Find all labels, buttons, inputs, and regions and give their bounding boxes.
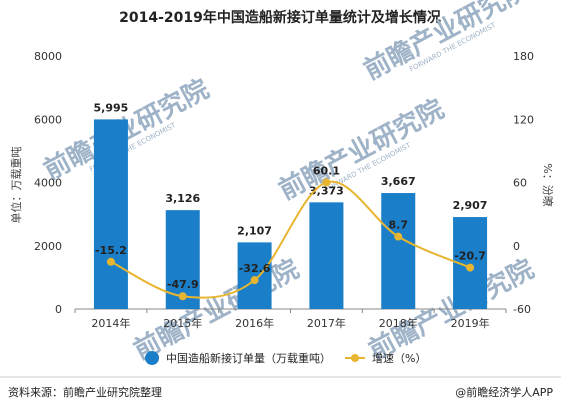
x-tick-label-5: 2019年 bbox=[451, 316, 490, 330]
growth-point-5 bbox=[466, 263, 475, 272]
right-axis: -60 0 60 120 180 bbox=[513, 50, 534, 316]
right-tick-label-2: 60 bbox=[513, 177, 527, 190]
growth-value-label-1: -47.9 bbox=[167, 278, 199, 291]
growth-point-1 bbox=[178, 292, 187, 301]
bar-value-label-5: 2,907 bbox=[453, 199, 488, 212]
legend-label-bar: 中国造船新接订单量（万载重吨） bbox=[166, 351, 331, 365]
growth-point-0 bbox=[106, 257, 115, 266]
left-tick-label-4: 8000 bbox=[34, 50, 62, 63]
x-tick-label-2: 2016年 bbox=[235, 316, 274, 330]
growth-point-2 bbox=[250, 276, 259, 285]
x-tick-label-0: 2014年 bbox=[91, 316, 130, 330]
bar-value-label-1: 3,126 bbox=[165, 192, 200, 205]
x-tick-label-4: 2018年 bbox=[379, 316, 418, 330]
watermark-mark-2: 前瞻产业研究院 FORWARD THE ECONOMIST bbox=[274, 93, 449, 206]
x-tick-label-3: 2017年 bbox=[307, 316, 346, 330]
growth-value-label-0: -15.2 bbox=[95, 244, 127, 257]
right-tick-label-4: 180 bbox=[513, 50, 534, 63]
footer-source: 资料来源：前瞻产业研究院整理 bbox=[8, 385, 162, 399]
growth-point-4 bbox=[394, 232, 403, 241]
legend-swatch-marker bbox=[351, 354, 359, 362]
left-tick-label-1: 2000 bbox=[34, 240, 62, 253]
watermark-text-4: 前瞻产业研究院 bbox=[129, 253, 304, 366]
legend-swatch-bar bbox=[145, 351, 159, 365]
bar-3 bbox=[309, 202, 344, 309]
x-tick-label-1: 2015年 bbox=[163, 316, 202, 330]
legend: 中国造船新接订单量（万载重吨） 增速（%） bbox=[145, 351, 426, 365]
bar-value-label-0: 5,995 bbox=[94, 101, 129, 114]
x-axis-ticks: 2014年 2015年 2016年 2017年 2018年 2019年 bbox=[74, 309, 507, 330]
chart-title: 2014-2019年中国造船新接订单量统计及增长情况 bbox=[119, 9, 441, 26]
footer-credit: @前瞻经济学人APP bbox=[455, 385, 553, 399]
growth-value-label-5: -20.7 bbox=[454, 250, 486, 263]
growth-value-label-2: -32.6 bbox=[239, 262, 271, 275]
bar-2 bbox=[237, 242, 272, 309]
right-tick-label-0: -60 bbox=[513, 303, 531, 316]
watermark-mark-4: 前瞻产业研究院 bbox=[129, 253, 304, 366]
watermark-text-2: 前瞻产业研究院 bbox=[274, 93, 449, 206]
right-tick-label-1: 0 bbox=[513, 240, 520, 253]
growth-value-label-3: 60.1 bbox=[313, 164, 340, 177]
left-tick-label-2: 4000 bbox=[34, 177, 62, 190]
left-tick-label-3: 6000 bbox=[34, 113, 62, 126]
line-series: -15.2 -47.9 -32.6 60.1 8.7 -20.7 bbox=[95, 164, 486, 301]
legend-label-line: 增速（%） bbox=[372, 351, 426, 365]
growth-point-3 bbox=[322, 178, 331, 187]
left-tick-label-0: 0 bbox=[55, 303, 62, 316]
left-axis: 0 2000 4000 6000 8000 bbox=[34, 50, 62, 316]
bar-0 bbox=[93, 119, 128, 309]
right-tick-label-3: 120 bbox=[513, 113, 534, 126]
growth-value-label-4: 8.7 bbox=[389, 219, 409, 232]
watermark-mark-1: 前瞻产业研究院 FORWARD THE ECONOMIST bbox=[39, 73, 214, 186]
bar-value-label-4: 3,667 bbox=[381, 175, 416, 188]
bar-4 bbox=[381, 193, 416, 309]
bar-value-label-2: 2,107 bbox=[237, 224, 272, 237]
left-axis-label: 单位：万载重吨 bbox=[9, 147, 23, 224]
right-axis-label: %：汾暸 bbox=[541, 163, 554, 206]
bar-series bbox=[93, 119, 488, 309]
